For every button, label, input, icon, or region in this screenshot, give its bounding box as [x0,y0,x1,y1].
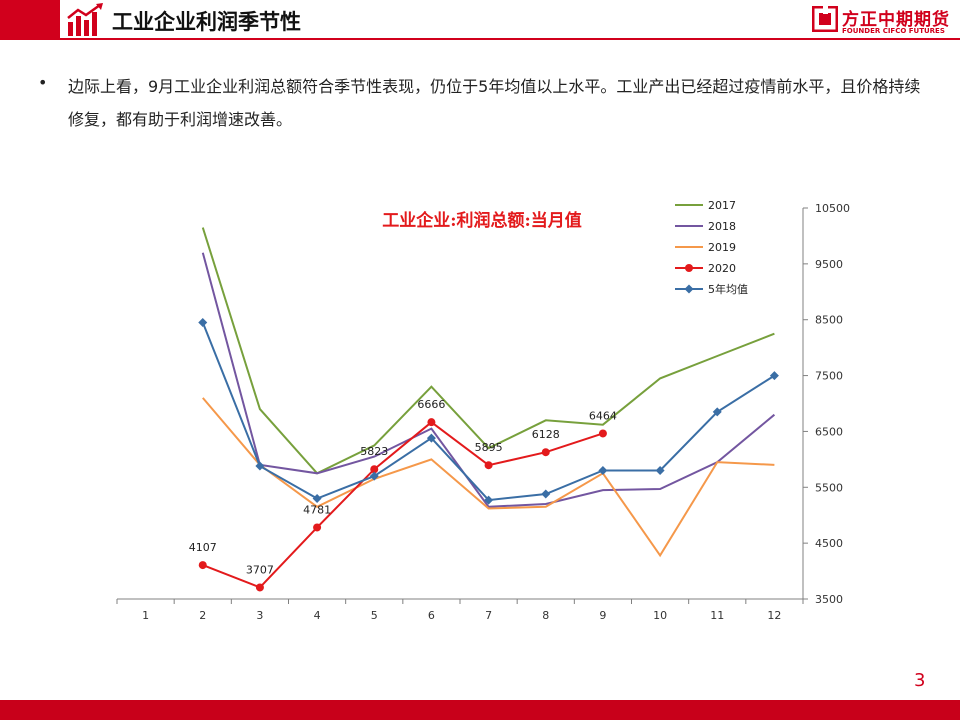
data-point-5年均值 [598,466,608,476]
legend-label: 5年均值 [708,282,748,296]
x-tick-label: 5 [371,609,378,622]
data-point-2020 [198,561,207,570]
page-title: 工业企业利润季节性 [112,10,301,34]
legend-label: 2020 [708,262,736,275]
header-red-band [0,0,60,38]
x-tick-label: 2 [199,609,206,622]
x-tick-label: 9 [599,609,606,622]
x-tick-label: 7 [485,609,492,622]
data-label: 6128 [532,428,560,441]
data-label: 3707 [246,563,274,576]
data-point-2020 [427,418,436,427]
data-point-5年均值 [255,461,265,471]
logo-english-name: FOUNDER CIFCO FUTURES [842,27,945,35]
x-tick-label: 10 [653,609,667,622]
legend-label: 2019 [708,241,736,254]
company-logo: 方正中期期货 FOUNDER CIFCO FUTURES [812,4,952,38]
x-tick-label: 1 [142,609,149,622]
data-label: 4781 [303,503,331,516]
x-tick-label: 8 [542,609,549,622]
data-point-5年均值 [541,489,551,499]
data-point-5年均值 [769,371,779,381]
data-point-5年均值 [198,318,208,328]
data-point-5年均值 [369,471,379,481]
data-point-2020 [541,448,550,457]
x-tick-label: 11 [710,609,724,622]
data-point-5年均值 [655,466,665,476]
data-point-5年均值 [712,407,722,417]
data-label: 6464 [589,409,617,422]
series-line-2020 [202,420,604,589]
data-label: 4107 [189,541,217,554]
chart-title: 工业企业:利润总额:当月值 [382,210,582,231]
page-number: 3 [914,670,926,691]
y-tick-label: 5500 [815,481,843,494]
legend-marker [684,284,694,294]
y-tick-label: 10500 [815,202,850,215]
y-tick-label: 8500 [815,314,843,327]
data-point-5年均值 [312,493,322,503]
header-divider [0,38,960,40]
x-tick-label: 6 [428,609,435,622]
data-point-2020 [484,461,493,470]
data-point-5年均值 [426,433,436,443]
x-tick-label: 12 [767,609,781,622]
data-point-2020 [370,465,379,474]
growth-chart-icon [67,3,103,36]
data-point-2020 [598,429,607,438]
series-line-5年均值 [201,322,775,502]
data-point-2020 [255,583,264,592]
y-tick-label: 7500 [815,370,843,383]
bullet-mark: • [38,73,48,92]
x-tick-label: 3 [256,609,263,622]
summary-text: 边际上看，9月工业企业利润总额符合季节性表现，仍位于5年均值以上水平。工业产出已… [68,77,921,129]
data-label: 5823 [360,445,388,458]
series-line-2018 [201,252,776,508]
series-line-2017 [201,227,775,475]
legend-marker [685,264,693,272]
series-line-2019 [202,397,775,558]
data-label: 5895 [475,441,503,454]
founder-logo-icon [812,6,838,32]
legend-label: 2017 [708,199,736,212]
x-tick-label: 4 [314,609,321,622]
footer-red-band [0,700,960,720]
logo-chinese-name: 方正中期期货 [842,10,950,30]
y-tick-label: 4500 [815,537,843,550]
data-point-5年均值 [484,495,494,505]
data-point-2020 [313,523,322,532]
legend-label: 2018 [708,220,736,233]
y-tick-label: 9500 [815,258,843,271]
data-label: 6666 [417,398,445,411]
y-tick-label: 3500 [815,593,843,606]
y-tick-label: 6500 [815,425,843,438]
